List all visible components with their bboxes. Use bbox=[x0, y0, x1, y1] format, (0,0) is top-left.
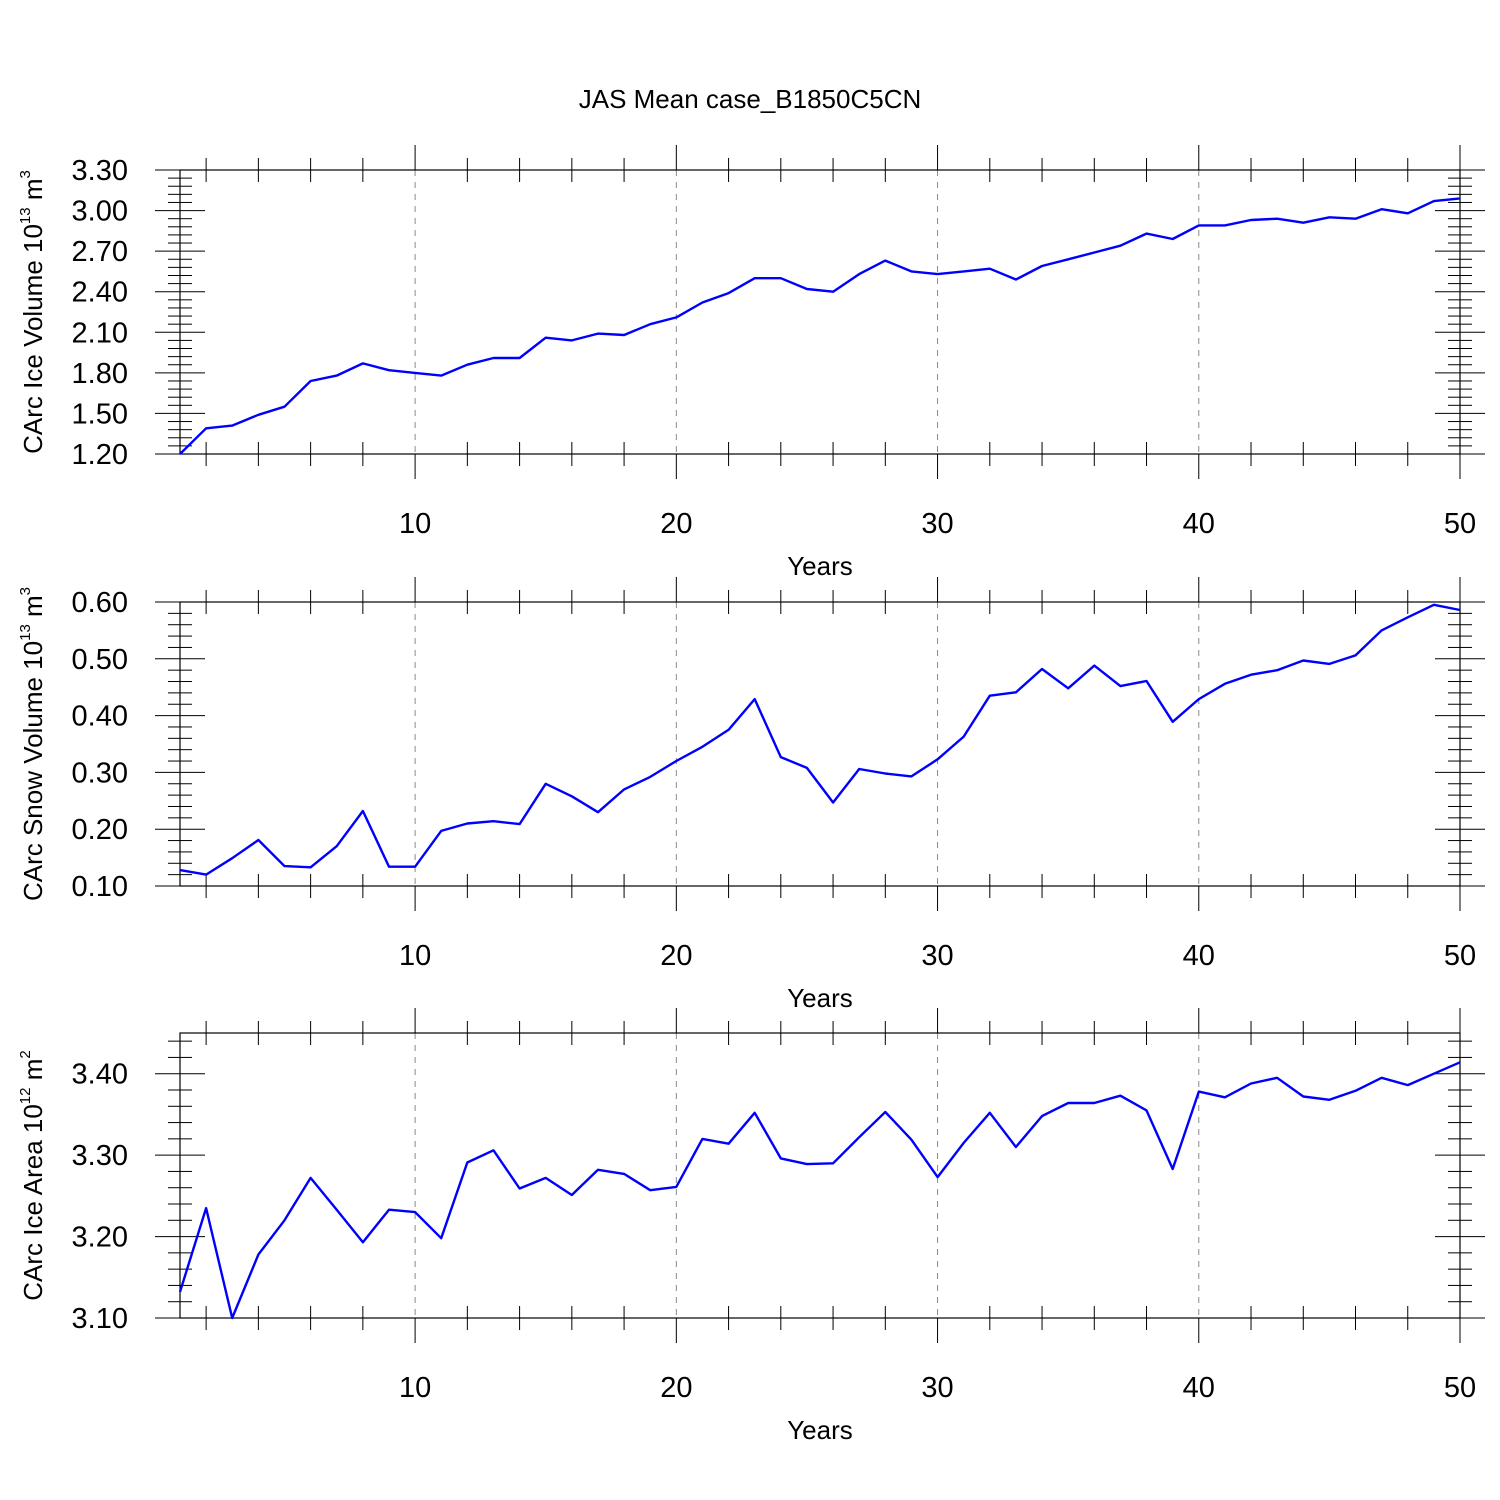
x-tick-label: 30 bbox=[921, 508, 953, 540]
y-axis-label-unit-exponent: 3 bbox=[17, 170, 34, 178]
y-axis-label-exponent: 13 bbox=[17, 624, 34, 641]
y-tick-label: 0.20 bbox=[72, 814, 128, 846]
y-tick-label: 3.20 bbox=[72, 1222, 128, 1254]
y-tick-label: 0.30 bbox=[72, 757, 128, 789]
y-tick-label: 2.40 bbox=[72, 277, 128, 309]
x-axis-label: Years bbox=[787, 551, 853, 581]
y-axis-label-unit: m bbox=[18, 1059, 48, 1088]
y-axis-label-unit: m bbox=[18, 595, 48, 624]
y-tick-label: 2.70 bbox=[72, 236, 128, 268]
x-tick-label: 40 bbox=[1183, 940, 1215, 972]
x-tick-label: 50 bbox=[1444, 1372, 1476, 1404]
y-axis-label: CArc Ice Area 1012 m2 bbox=[17, 1050, 48, 1300]
x-axis-label: Years bbox=[787, 983, 853, 1013]
y-axis-label-unit-exponent: 2 bbox=[17, 1050, 34, 1058]
x-tick-label: 50 bbox=[1444, 508, 1476, 540]
y-tick-label: 3.10 bbox=[72, 1303, 128, 1335]
x-tick-label: 10 bbox=[399, 940, 431, 972]
y-tick-label: 3.40 bbox=[72, 1059, 128, 1091]
x-tick-label: 40 bbox=[1183, 508, 1215, 540]
y-axis-label-unit-exponent: 3 bbox=[17, 587, 34, 595]
x-tick-label: 20 bbox=[660, 1372, 692, 1404]
y-tick-label: 3.00 bbox=[72, 196, 128, 228]
panel-ice-volume: 10 20 30 40 50 Years 1.20 1.50 1.80 2.10 2.40 2.70 3… bbox=[17, 145, 1485, 581]
x-tick-label: 20 bbox=[660, 940, 692, 972]
y-tick-label: 1.50 bbox=[72, 398, 128, 430]
plot-frame bbox=[179, 1032, 1461, 1319]
x-axis-label: Years bbox=[787, 1415, 853, 1445]
y-axis-label: CArc Ice Volume 1013 m3 bbox=[17, 170, 48, 454]
plot-frame bbox=[179, 601, 1461, 887]
series-line bbox=[179, 603, 1461, 876]
y-axis-label-exponent: 13 bbox=[17, 207, 34, 224]
plot-frame bbox=[179, 169, 1461, 455]
y-tick-label: 0.10 bbox=[72, 871, 128, 903]
series-line bbox=[178, 1061, 1461, 1320]
x-tick-label: 10 bbox=[399, 508, 431, 540]
panel-snow-volume: 10 20 30 40 50 Years 0.10 0.20 0.30 0.40 0.50 0.60 C… bbox=[17, 577, 1485, 1013]
x-tick-label: 40 bbox=[1183, 1372, 1215, 1404]
y-tick-label: 0.40 bbox=[72, 701, 128, 733]
y-tick-label: 1.20 bbox=[72, 439, 128, 471]
y-axis-label-text: CArc Ice Area 10 bbox=[18, 1104, 48, 1301]
y-tick-label: 2.10 bbox=[72, 317, 128, 349]
y-tick-label: 0.50 bbox=[72, 644, 128, 676]
figure-title: JAS Mean case_B1850C5CN bbox=[579, 84, 922, 114]
y-tick-label: 1.80 bbox=[72, 358, 128, 390]
x-tick-label: 30 bbox=[921, 1372, 953, 1404]
y-axis-label-text: CArc Snow Volume 10 bbox=[18, 641, 48, 901]
y-axis-label-unit: m bbox=[18, 178, 48, 207]
y-axis-label-text: CArc Ice Volume 10 bbox=[18, 224, 48, 454]
x-tick-label: 20 bbox=[660, 508, 692, 540]
x-tick-label: 10 bbox=[399, 1372, 431, 1404]
y-tick-label: 3.30 bbox=[72, 155, 128, 187]
x-tick-label: 30 bbox=[921, 940, 953, 972]
y-tick-label: 3.30 bbox=[72, 1140, 128, 1172]
x-tick-label: 50 bbox=[1444, 940, 1476, 972]
y-axis-label: CArc Snow Volume 1013 m3 bbox=[17, 587, 48, 901]
series-line bbox=[179, 197, 1461, 455]
y-axis-label-exponent: 12 bbox=[17, 1088, 34, 1105]
y-tick-label: 0.60 bbox=[72, 587, 128, 619]
panel-ice-area: 10 20 30 40 50 Years 3.10 3.20 3.30 3.40 CArc Ice … bbox=[17, 1008, 1485, 1445]
